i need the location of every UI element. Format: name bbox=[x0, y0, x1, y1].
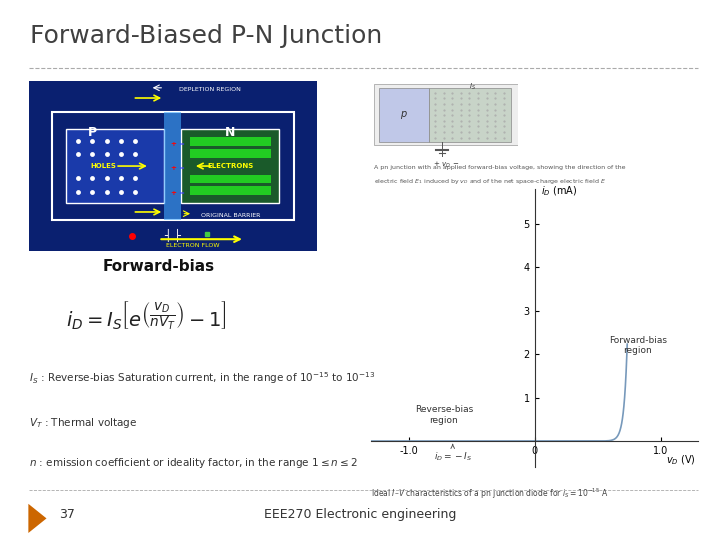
Bar bbox=[429, 89, 511, 142]
Text: $I_S$: $I_S$ bbox=[469, 82, 476, 92]
Text: $v_D$ (V): $v_D$ (V) bbox=[666, 454, 696, 468]
Bar bbox=[374, 84, 518, 145]
Bar bbox=[190, 137, 271, 146]
Text: =: = bbox=[179, 141, 184, 147]
Text: p: p bbox=[400, 109, 406, 119]
Text: ┤ ├: ┤ ├ bbox=[164, 230, 181, 242]
Text: +: + bbox=[170, 141, 176, 147]
Bar bbox=[190, 149, 271, 158]
Text: $i_D$ (mA): $i_D$ (mA) bbox=[541, 184, 577, 198]
Text: Reverse-bias
region: Reverse-bias region bbox=[415, 405, 473, 424]
Text: Forward-bias: Forward-bias bbox=[102, 259, 215, 274]
Polygon shape bbox=[28, 504, 47, 533]
Text: N: N bbox=[225, 125, 235, 139]
Bar bbox=[190, 174, 271, 183]
Text: ELECTRON FLOW: ELECTRON FLOW bbox=[166, 244, 220, 248]
Text: DEPLETION REGION: DEPLETION REGION bbox=[179, 87, 241, 92]
Text: =: = bbox=[179, 165, 184, 171]
Text: $V_T$ : Thermal voltage: $V_T$ : Thermal voltage bbox=[29, 416, 138, 430]
Bar bbox=[190, 186, 271, 195]
Text: $n$ : emission coefficient or ideality factor, in the range $1 \leq n \leq 2$: $n$ : emission coefficient or ideality f… bbox=[29, 456, 357, 470]
Bar bbox=[66, 129, 164, 204]
Text: electric field $E_1$ induced by $v_D$ and of the net space-charge electric field: electric field $E_1$ induced by $v_D$ an… bbox=[374, 177, 606, 186]
Text: A pn junction with an applied forward-bias voltage, showing the direction of the: A pn junction with an applied forward-bi… bbox=[374, 165, 626, 170]
Bar bbox=[181, 129, 279, 204]
Bar bbox=[52, 112, 294, 220]
Text: ELECTRONS: ELECTRONS bbox=[207, 163, 253, 169]
Text: P: P bbox=[88, 125, 96, 139]
Text: HOLES: HOLES bbox=[91, 163, 117, 169]
Bar bbox=[379, 89, 429, 142]
Text: Forward-Biased P-N Junction: Forward-Biased P-N Junction bbox=[30, 24, 382, 48]
Text: EEE270 Electronic engineering: EEE270 Electronic engineering bbox=[264, 508, 456, 521]
Text: $+\ v_D\ -$: $+\ v_D\ -$ bbox=[433, 160, 460, 170]
Text: 37: 37 bbox=[59, 508, 75, 521]
Text: +: + bbox=[170, 165, 176, 171]
Bar bbox=[164, 112, 181, 220]
Text: $i_D = -I_S$: $i_D = -I_S$ bbox=[433, 444, 472, 463]
Text: ORIGINAL BARRIER: ORIGINAL BARRIER bbox=[201, 213, 260, 218]
Text: $i_D = I_S\left[e^{\left(\dfrac{v_D}{nV_T}\right)} - 1\right]$: $i_D = I_S\left[e^{\left(\dfrac{v_D}{nV_… bbox=[66, 300, 227, 332]
Text: Ideal $I$–$V$ characteristics of a pn junction diode for $i_S = 10^{-15}$ A: Ideal $I$–$V$ characteristics of a pn ju… bbox=[371, 487, 608, 502]
Text: =: = bbox=[179, 190, 184, 196]
Text: Forward-bias
region: Forward-bias region bbox=[609, 336, 667, 355]
Text: +: + bbox=[170, 190, 176, 196]
Text: $I_S$ : Reverse-bias Saturation current, in the range of $10^{-15}$ to $10^{-13}: $I_S$ : Reverse-bias Saturation current,… bbox=[29, 370, 375, 386]
